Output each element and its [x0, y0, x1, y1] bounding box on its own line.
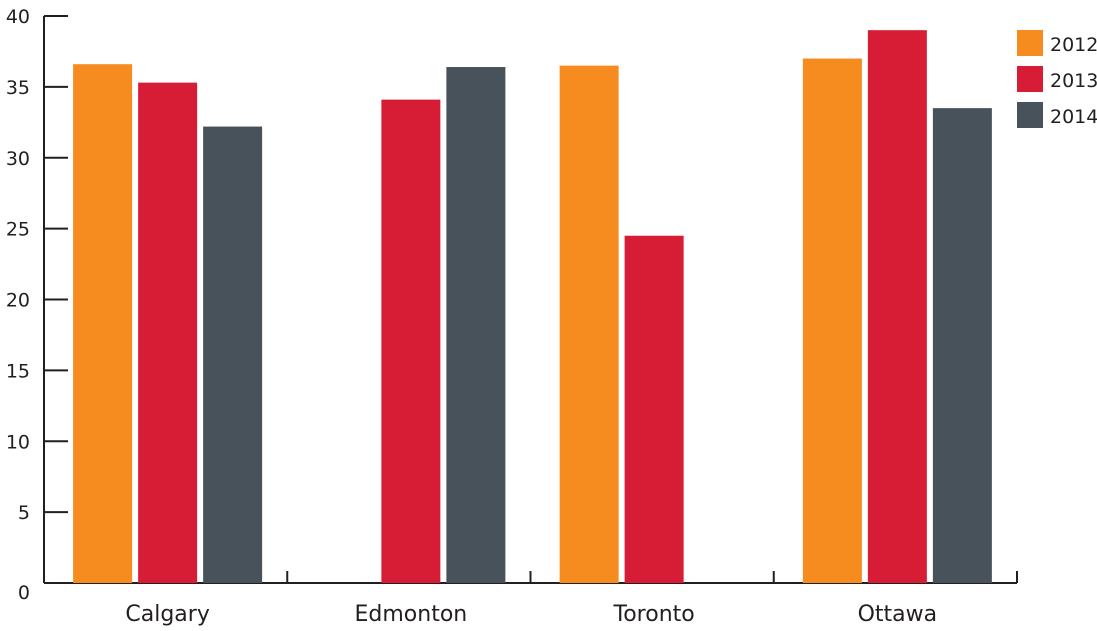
legend-swatch-2012 [1017, 30, 1043, 56]
y-tick-label: 10 [6, 431, 30, 453]
legend-label-2012: 2012 [1050, 34, 1097, 56]
y-tick-label: 5 [18, 502, 30, 524]
legend: 2012 2013 2014 [1017, 30, 1097, 128]
bar-ottawa-2014 [932, 108, 992, 583]
legend-label-2013: 2013 [1050, 70, 1097, 92]
bar-edmonton-2014 [446, 67, 506, 583]
bar-ottawa-2012 [802, 58, 862, 583]
bar-calgary-2014 [203, 126, 263, 583]
bar-toronto-2013 [624, 235, 684, 583]
bar-edmonton-2013 [381, 99, 441, 583]
y-tick-label: 0 [18, 582, 30, 604]
bar-calgary-2012 [73, 64, 133, 583]
y-tick-label: 20 [6, 290, 30, 312]
bar-toronto-2012 [559, 65, 619, 584]
y-tick-label: 25 [6, 219, 30, 241]
category-label: Edmonton [355, 602, 468, 627]
bars [73, 30, 992, 584]
y-tick-label: 35 [6, 77, 30, 99]
category-label: Ottawa [858, 602, 938, 627]
legend-label-2014: 2014 [1050, 106, 1097, 128]
y-tick-label: 15 [6, 360, 30, 382]
legend-swatch-2013 [1017, 66, 1043, 92]
y-axis: 0 5 10 15 20 25 30 35 40 [6, 6, 68, 604]
legend-swatch-2014 [1017, 102, 1043, 128]
category-label: Toronto [613, 602, 695, 627]
category-label: Calgary [125, 602, 209, 627]
bar-ottawa-2013 [867, 30, 927, 584]
y-tick-label: 40 [6, 6, 30, 28]
bar-calgary-2013 [138, 82, 198, 583]
y-tick-label: 30 [6, 148, 30, 170]
